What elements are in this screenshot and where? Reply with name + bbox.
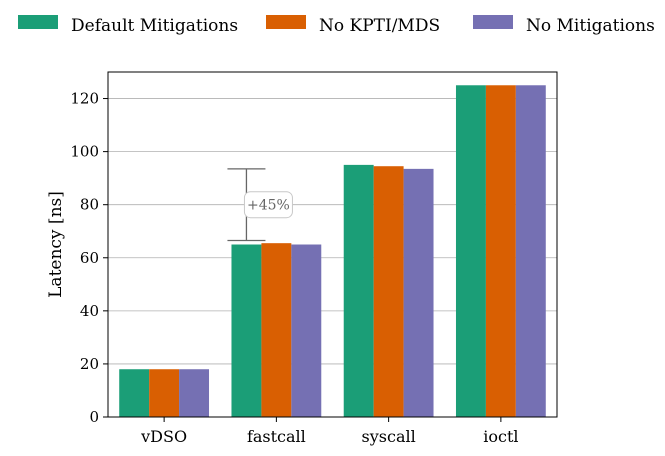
legend-label: Default Mitigations — [71, 16, 238, 36]
x-axis: vDSO fastcall syscall ioctl — [140, 417, 519, 446]
y-tick-label: 0 — [89, 408, 99, 426]
y-tick-label: 60 — [80, 249, 99, 267]
y-axis-label: Latency [ns] — [46, 191, 66, 298]
bar-syscall-2 — [373, 166, 404, 417]
x-tick-label: ioctl — [483, 427, 518, 446]
legend-swatch — [18, 15, 58, 29]
x-tick-label: fastcall — [247, 427, 306, 446]
bar-fastcall-3 — [291, 244, 322, 417]
y-axis: 0 20 40 60 80 100 120 — [70, 90, 108, 426]
legend-label: No Mitigations — [526, 16, 655, 36]
plot-frame — [107, 71, 558, 418]
annotation: +45% — [227, 168, 293, 242]
y-tick-label: 100 — [70, 143, 99, 161]
y-tick-label: 40 — [80, 302, 99, 320]
legend: Default Mitigations No KPTI/MDS No Mitigat… — [18, 15, 655, 36]
bars — [119, 85, 546, 418]
bar-fastcall-2 — [261, 243, 292, 417]
legend-swatch — [266, 15, 306, 29]
bar-ioctl-1 — [455, 85, 486, 418]
y-tick-label: 80 — [80, 196, 99, 214]
bar-ioctl-2 — [485, 85, 516, 418]
bar-vdso-1 — [119, 369, 150, 417]
bar-syscall-3 — [403, 168, 434, 417]
legend-swatch — [473, 15, 513, 29]
annotation-box — [243, 191, 293, 219]
y-tick-label: 20 — [80, 355, 99, 373]
bar-fastcall-1 — [231, 244, 262, 417]
legend-label: No KPTI/MDS — [319, 16, 440, 36]
bar-vdso-3 — [179, 369, 210, 417]
bar-syscall-1 — [343, 164, 374, 417]
x-tick-label: vDSO — [140, 427, 187, 446]
bar-vdso-2 — [149, 369, 180, 417]
x-tick-label: syscall — [362, 427, 416, 446]
bar-ioctl-3 — [515, 85, 546, 418]
annotation-label: +45% — [247, 198, 290, 214]
y-tick-label: 120 — [70, 90, 99, 108]
